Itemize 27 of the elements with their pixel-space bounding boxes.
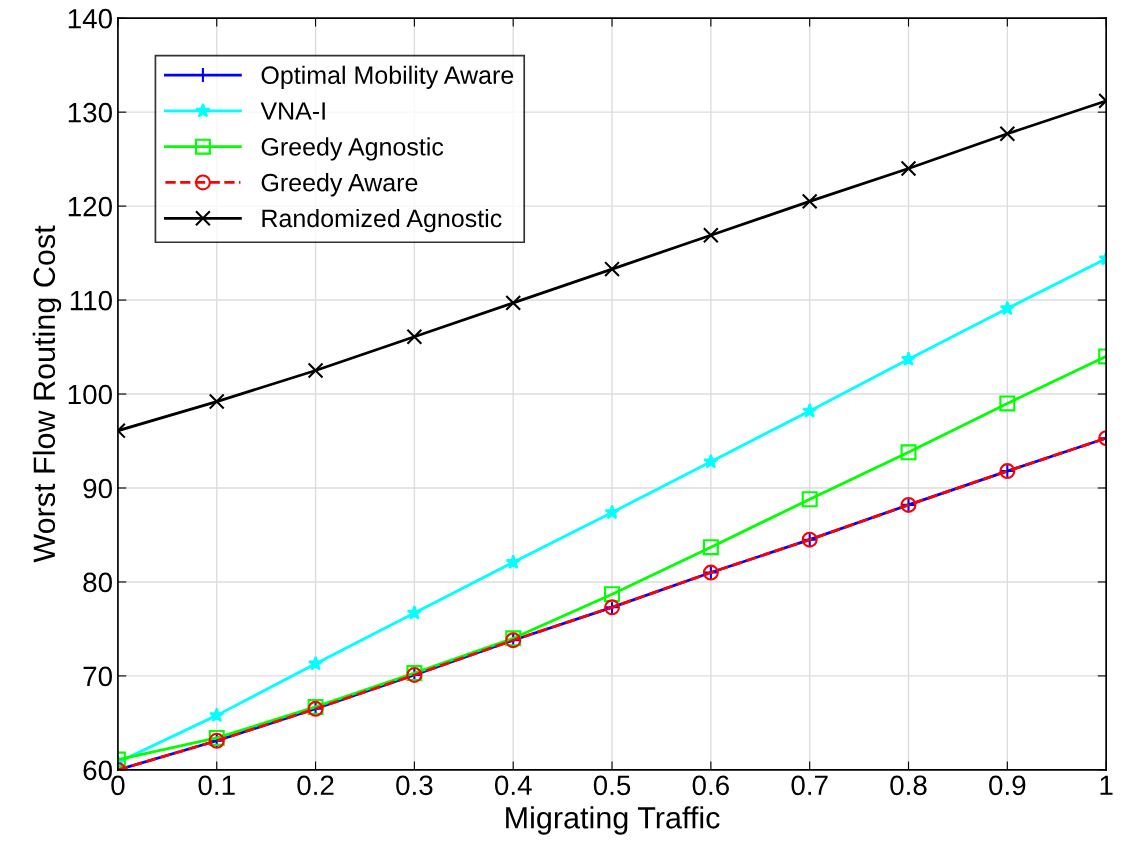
y-tick-label: 70 [83,666,112,687]
x-tick-label: 0.9 [989,775,1026,796]
legend-label: Randomized Agnostic [262,208,502,233]
x-tick-label: 0.8 [890,775,927,796]
y-tick-label: 60 [83,760,112,781]
y-tick-label: 90 [83,478,112,499]
y-tick-label: 130 [68,102,112,123]
x-tick-label: 0.6 [692,775,729,796]
x-tick-label: 1 [1100,775,1113,795]
x-tick-label: 0.2 [297,775,334,796]
x-axis-title: Migrating Traffic [506,806,720,835]
y-tick-label: 140 [68,8,112,29]
x-tick-label: 0.4 [494,775,532,796]
x-tick-label: 0.7 [791,775,828,796]
legend-label: VNA-I [260,102,325,120]
y-axis-title: Worst Flow Routing Cost [32,225,62,563]
x-tick-label: 0.1 [198,775,235,796]
x-tick-label: 0.5 [593,775,631,796]
y-tick-label: 100 [68,384,112,405]
y-tick-label: 80 [83,572,112,593]
x-tick-label: 0 [111,775,125,796]
y-tick-label: 120 [68,196,112,217]
legend-label: Optimal Mobility Aware [261,65,514,89]
y-tick-label: 110 [70,290,112,311]
x-tick-label: 0.3 [396,775,433,796]
legend-label: Greedy Agnostic [261,137,444,161]
legend-label: Greedy Aware [261,173,418,197]
